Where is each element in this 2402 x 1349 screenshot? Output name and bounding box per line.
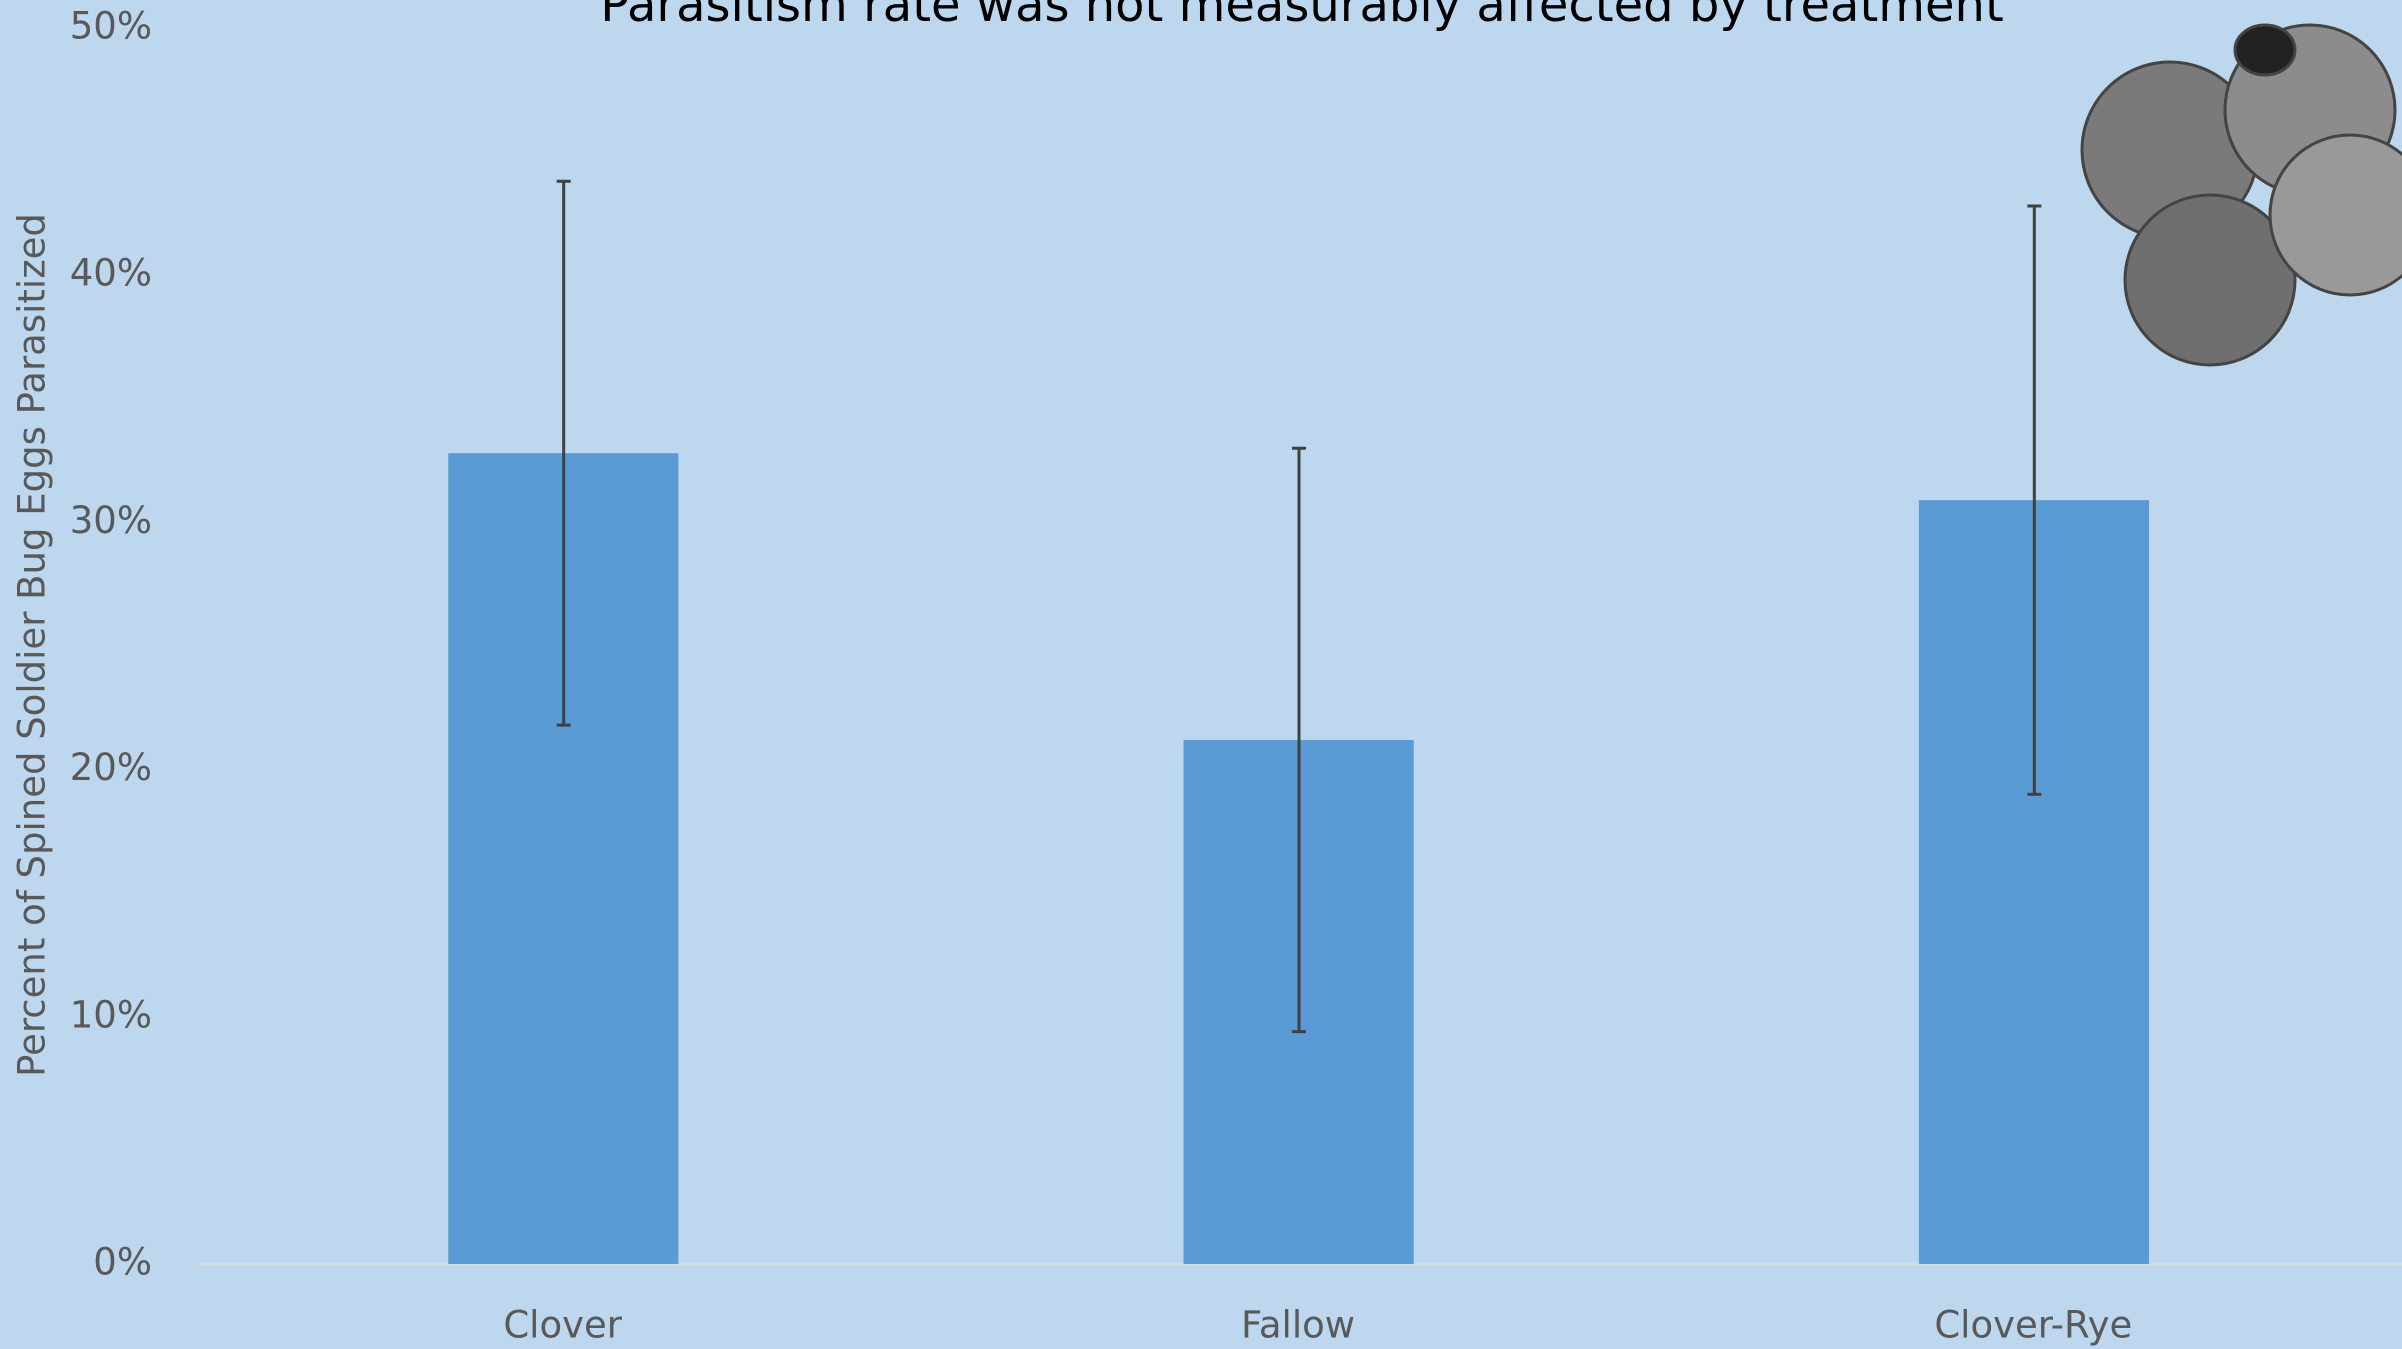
x-tick-label: Fallow [1241,1304,1355,1347]
y-axis-label: Percent of Spined Soldier Bug Eggs Paras… [11,213,54,1077]
y-tick-label: 20% [70,746,152,789]
y-tick-label: 0% [93,1241,152,1284]
y-tick-label: 10% [70,993,152,1036]
y-tick-label: 40% [70,252,152,295]
y-tick-label: 50% [70,5,152,48]
y-tick-label: 30% [70,499,152,542]
x-tick-label: Clover-Rye [1934,1304,2132,1347]
egg-photo [2080,23,2402,367]
x-tick-label: Clover [503,1304,622,1347]
chart-title: Parasitism rate was not measurably affec… [600,0,2004,33]
